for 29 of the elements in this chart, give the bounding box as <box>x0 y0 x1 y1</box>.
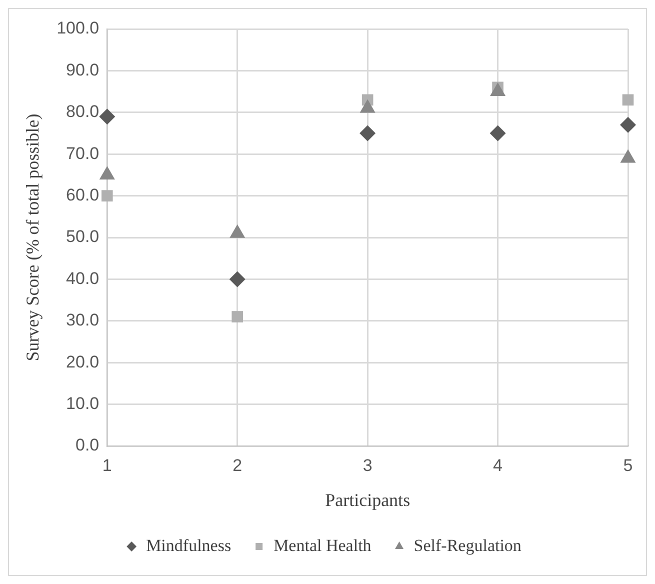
x-tick-label: 4 <box>493 456 503 475</box>
y-tick-label: 80.0 <box>66 102 100 122</box>
legend-label: Self-Regulation <box>414 536 522 555</box>
y-tick-label: 60.0 <box>66 185 100 204</box>
x-tick-label: 5 <box>623 456 633 475</box>
y-tick-label: 90.0 <box>66 60 100 80</box>
x-axis-title: Participants <box>325 490 410 510</box>
point <box>232 311 244 322</box>
x-tick-label: 2 <box>232 456 242 475</box>
legend-label: Mental Health <box>274 536 372 555</box>
y-tick-label: 100.0 <box>56 18 100 38</box>
y-tick-label: 10.0 <box>66 394 100 413</box>
point <box>229 271 246 288</box>
x-tick-label: 3 <box>362 456 372 475</box>
y-tick-label: 70.0 <box>66 144 100 163</box>
y-axis-title: Survey Score (% of total possible) <box>22 114 43 362</box>
y-tick-label: 50.0 <box>66 227 100 246</box>
y-tick-label: 20.0 <box>66 352 100 372</box>
point <box>620 116 636 133</box>
y-tick-label: 0.0 <box>76 436 100 455</box>
y-tick-label: 40.0 <box>66 268 100 288</box>
point <box>101 190 113 202</box>
point <box>360 125 376 142</box>
point <box>99 108 116 125</box>
point <box>490 125 506 142</box>
point <box>622 94 634 106</box>
legend-label: Mindfulness <box>146 536 232 555</box>
y-tick-label: 30.0 <box>66 310 100 330</box>
x-tick-label: 1 <box>102 456 112 475</box>
